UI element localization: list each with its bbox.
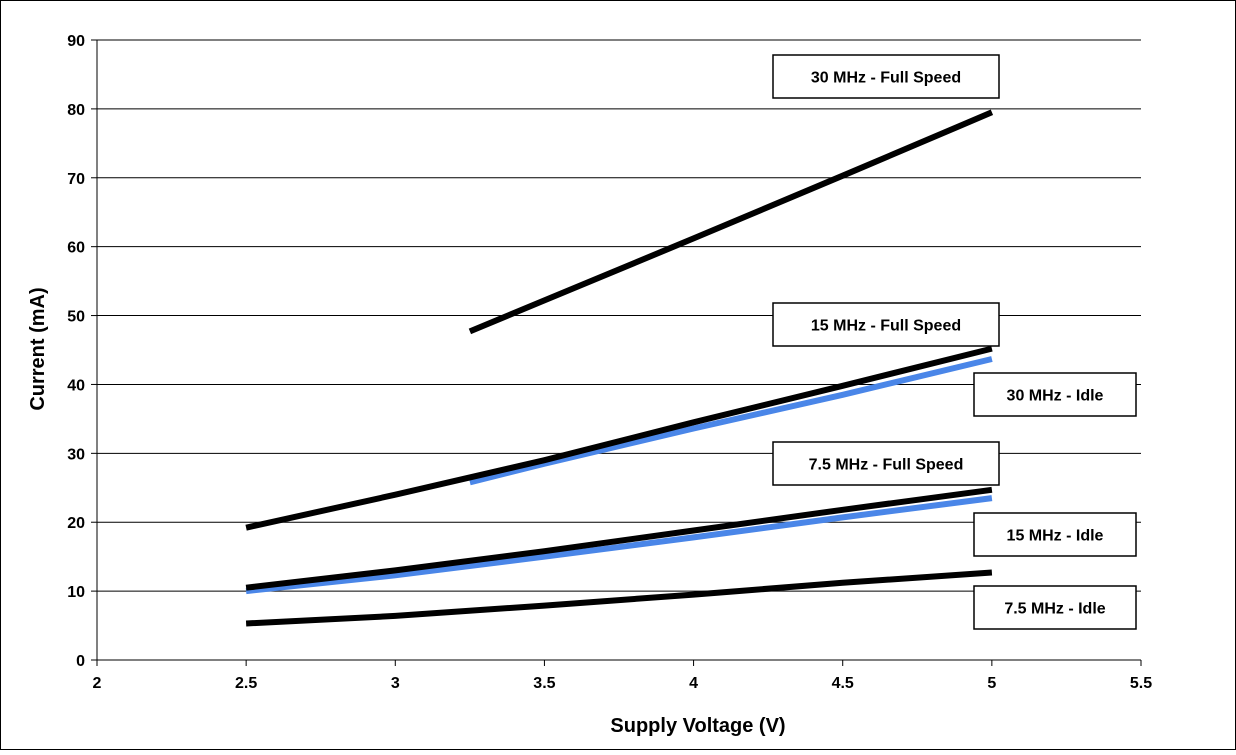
- annotation-labels: 30 MHz - Full Speed 15 MHz - Full Speed 30…: [772, 54, 1137, 630]
- x-tick-label: 5.5: [1130, 675, 1152, 692]
- series-line-30-mhz-idle: [469, 356, 993, 486]
- x-tick-label: 5: [987, 675, 996, 692]
- x-tick-label: 4: [689, 675, 698, 692]
- axes: 0 10 20 30 40 50 60 70 80 90 2 2.5 3 3.5 4 4.5 5 5.5: [67, 33, 1152, 692]
- series-line-15-mhz-full-speed: [245, 345, 993, 531]
- annotation-label: 7.5 MHz - Idle: [1004, 601, 1105, 618]
- y-tick-label: 40: [67, 377, 85, 394]
- x-tick-label: 3: [391, 675, 400, 692]
- annotation-label: 15 MHz - Full Speed: [811, 318, 961, 335]
- annotation-box: 15 MHz - Full Speed: [772, 302, 1000, 347]
- annotation-label: 30 MHz - Full Speed: [811, 70, 961, 87]
- y-tick-label: 70: [67, 171, 85, 188]
- y-tick-label: 60: [67, 240, 85, 257]
- series-lines: [245, 109, 994, 627]
- series-line-7-5-mhz-idle: [245, 569, 993, 627]
- annotation-box-frame: [973, 372, 1137, 417]
- x-tick-label: 2: [93, 675, 102, 692]
- annotation-label: 15 MHz - Idle: [1007, 528, 1104, 545]
- y-tick-label: 10: [67, 584, 85, 601]
- y-axis-title: Current (mA): [27, 287, 49, 410]
- annotation-label: 7.5 MHz - Full Speed: [809, 457, 964, 474]
- x-tick-label: 3.5: [533, 675, 555, 692]
- y-tick-label: 20: [67, 515, 85, 532]
- series-line-7-5-mhz-full-speed: [245, 486, 993, 591]
- series-line-15-mhz-idle: [245, 495, 993, 595]
- x-tick-label: 2.5: [235, 675, 257, 692]
- x-tick-label: 4.5: [832, 675, 854, 692]
- annotation-box: 30 MHz - Idle: [973, 372, 1137, 417]
- annotation-box: 7.5 MHz - Full Speed: [772, 441, 1000, 486]
- annotation-box-frame: [772, 302, 1000, 347]
- annotation-box-frame: [973, 512, 1137, 557]
- annotation-box-frame: [772, 54, 1000, 99]
- y-tick-label: 80: [67, 102, 85, 119]
- y-tick-label: 90: [67, 33, 85, 50]
- annotation-box: 15 MHz - Idle: [973, 512, 1137, 557]
- annotation-box-frame: [772, 441, 1000, 486]
- y-tick-label: 50: [67, 309, 85, 326]
- annotation-label: 30 MHz - Idle: [1007, 388, 1104, 405]
- annotation-box-frame: [973, 585, 1137, 630]
- series-line-30-mhz-full-speed: [468, 109, 994, 335]
- x-axis-title: Supply Voltage (V): [610, 715, 785, 737]
- annotation-box: 7.5 MHz - Idle: [973, 585, 1137, 630]
- y-tick-label: 0: [76, 653, 85, 670]
- y-tick-label: 30: [67, 446, 85, 463]
- annotation-box: 30 MHz - Full Speed: [772, 54, 1000, 99]
